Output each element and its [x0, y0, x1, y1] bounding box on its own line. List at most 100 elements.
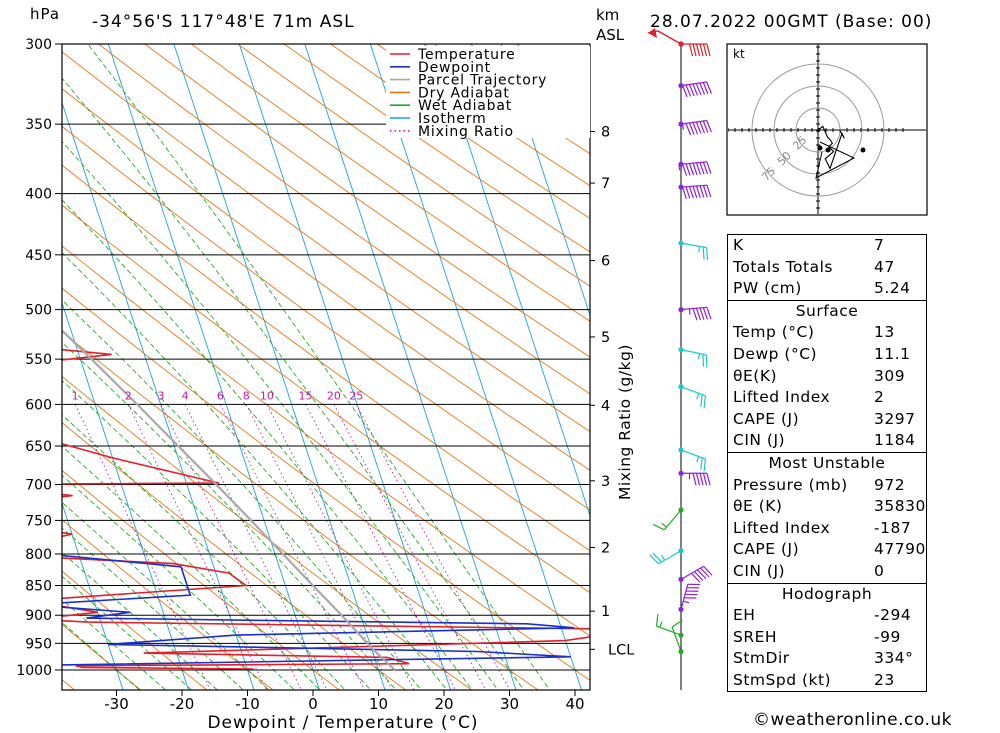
wind-barb-flag: [692, 122, 699, 135]
wind-barb-staff: [680, 449, 706, 460]
wind-barb-flag: [695, 473, 701, 486]
most-unstable-section: Most Unstable Pressure (mb) 972 θE (K) 3583…: [728, 451, 926, 583]
indices-key: Totals Totals: [733, 257, 833, 276]
dry-adiabat-line: [144, 44, 590, 358]
dry-adiabat-line: [283, 44, 590, 253]
legend-label: Parcel Trajectory: [418, 73, 547, 89]
wet-adiabat-line: [62, 527, 244, 690]
copyright-link[interactable]: ©weatheronline.co.uk: [752, 710, 952, 730]
legend-label: Temperature: [417, 47, 515, 63]
wet-adiabat-line: [62, 599, 167, 690]
wind-barb-flag: [702, 246, 705, 260]
wind-barb-flag: [703, 395, 707, 409]
wind-barb-flag: [655, 613, 659, 627]
hodo-point: [817, 145, 823, 151]
dry-adiabat-line: [62, 331, 539, 690]
wind-barb-staff: [680, 386, 706, 397]
wind-barb-flag: [649, 554, 659, 565]
wind-level-dot: [678, 470, 684, 476]
wind-barb-staff: [671, 626, 682, 652]
wet-adiabat-line: [62, 575, 193, 690]
wind-level-dot: [678, 41, 684, 47]
pressure-tick-label: 750: [25, 513, 52, 529]
wind-barb-flag: [706, 161, 712, 174]
wind-level-dot: [678, 507, 684, 513]
wind-barb: [678, 240, 709, 261]
wind-barb-staff: [680, 242, 707, 249]
wind-barb-flag: [699, 185, 705, 198]
wind-barb-flag: [688, 186, 694, 199]
wind-barb-flag: [692, 473, 697, 486]
legend-label: Dewpoint: [418, 60, 491, 76]
wind-barb-flag: [706, 43, 711, 57]
parcel-trajectory-line: [62, 328, 396, 671]
height-tick-label: 3: [601, 474, 610, 490]
dry-adiabat-line: [190, 44, 590, 322]
wind-barb-flag: [652, 523, 665, 531]
wind-barb: [671, 619, 684, 655]
wind-barb-flag: [652, 552, 662, 563]
wind-barb-pennant: [648, 28, 657, 38]
pressure-tick-label: 600: [25, 397, 52, 413]
most-unstable-value: -187: [874, 518, 912, 537]
wind-level-dot: [678, 240, 684, 246]
indices-row: Totals Totals 47: [728, 257, 926, 279]
hodo-point: [860, 147, 866, 153]
wind-barb-flag: [700, 567, 710, 578]
indices-value: 5.24: [874, 279, 911, 298]
mixing-ratio-label: 4: [182, 389, 189, 402]
wind-barb-flag: [690, 572, 701, 583]
surface-value: 13: [874, 323, 895, 342]
wind-barb-half: [659, 621, 663, 628]
hodograph-value: 334°: [874, 649, 914, 668]
wind-level-dot: [678, 606, 684, 613]
wind-barb: [678, 161, 712, 176]
pressure-tick-label: 400: [25, 187, 52, 203]
wind-barb-flag: [692, 186, 698, 199]
wet-adiabat-line: [62, 140, 499, 690]
height-ref-label: ASL: [596, 26, 625, 44]
hodo-trace: [817, 125, 845, 170]
hodo-storm-vector: [815, 141, 856, 179]
height-tick-label: 2: [601, 540, 610, 556]
surface-row: Temp (°C) 13: [728, 322, 926, 344]
wet-adiabat-line: [87, 44, 551, 690]
wind-barb-flag: [688, 84, 695, 97]
wind-barb: [649, 548, 684, 565]
wind-barb-staff: [680, 81, 707, 87]
indices-value: 7: [874, 236, 885, 254]
surface-value: 1184: [874, 431, 916, 450]
surface-key: Dewp (°C): [733, 344, 818, 363]
indices-key: K: [733, 236, 744, 254]
height-tick-label: 8: [601, 125, 610, 141]
isotherm-line: [369, 44, 582, 690]
wind-barb-flag: [706, 120, 712, 133]
wind-barb-flag: [702, 185, 708, 198]
mixing-ratio-line: [333, 404, 487, 690]
wind-barb-flag: [685, 163, 691, 176]
hodo-ring: [773, 85, 863, 175]
most-unstable-key: Pressure (mb): [733, 475, 848, 494]
most-unstable-row: Lifted Index -187: [728, 518, 926, 540]
wind-barb-flag: [692, 308, 698, 321]
mixing-ratio-label: 10: [260, 389, 274, 402]
wind-barb-flag: [699, 162, 705, 175]
wind-barb-flag: [702, 307, 709, 320]
most-unstable-row: CIN (J) 0: [728, 561, 926, 583]
wind-barb: [678, 184, 712, 199]
surface-row: Lifted Index 2: [728, 387, 926, 409]
wind-barb: [678, 384, 707, 409]
wind-barb-staff: [680, 184, 707, 188]
surface-key: θE(K): [733, 366, 778, 385]
wind-barb-flag: [695, 308, 702, 321]
pressure-tick-label: 500: [25, 303, 52, 319]
wind-barb-flag: [685, 123, 692, 136]
indices-table: K 7 Totals Totals 47 PW (cm) 5.24 Surface Tem…: [727, 234, 927, 693]
hodograph-row: StmSpd (kt) 23: [728, 670, 926, 692]
pressure-tick-label: 900: [25, 608, 52, 624]
height-tick-label: 6: [601, 254, 610, 270]
wet-adiabat-line: [62, 199, 473, 690]
x-tick-label: 0: [308, 695, 318, 713]
wind-barb-flag: [706, 473, 711, 486]
dry-adiabat-line: [62, 125, 590, 511]
